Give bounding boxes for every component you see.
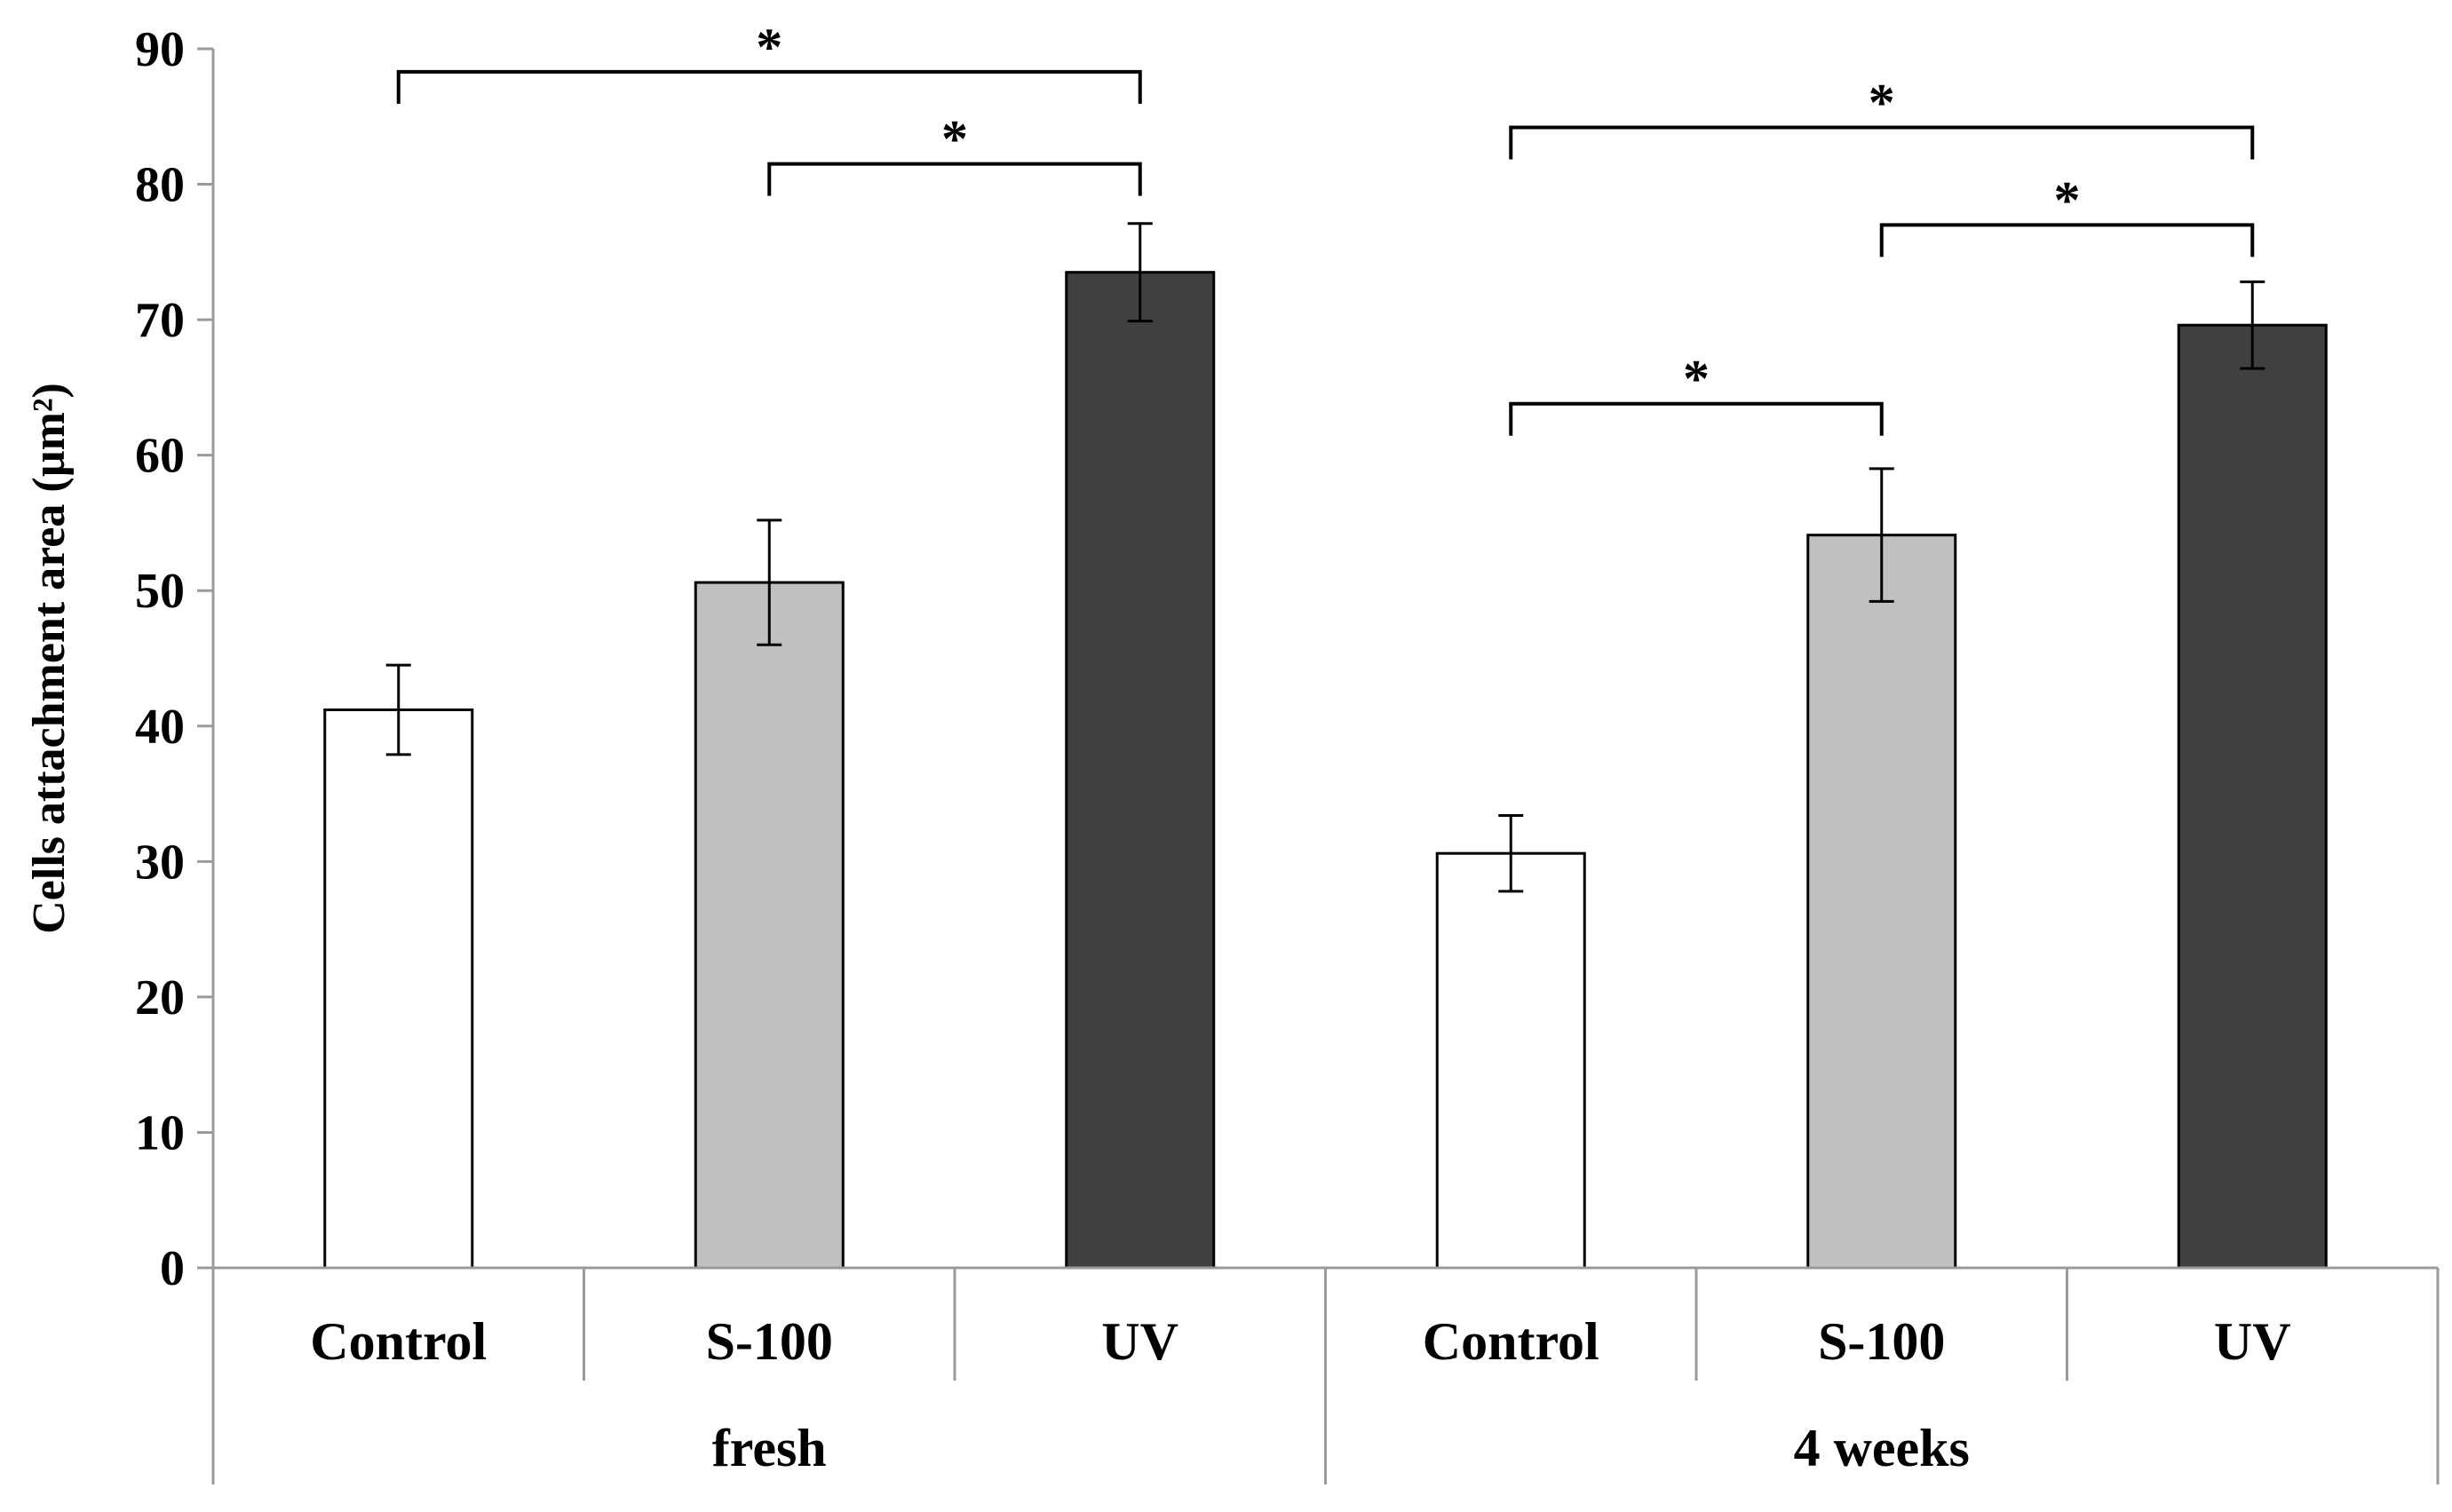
bar-4-weeks-uv [2177,323,2328,1270]
y-tick-label: 60 [135,429,185,484]
y-tick-label: 30 [135,835,185,890]
x-category-label: Control [1423,1312,1599,1371]
y-tick-label: 40 [135,700,185,755]
bar-4-weeks-control [1435,851,1586,1270]
bar-fresh-control [323,708,474,1270]
significance-asterisk: * [2054,170,2081,229]
significance-bracket [396,69,1142,104]
bar-fresh-s-100 [694,581,845,1270]
bars [323,271,2328,1270]
y-tick-label: 10 [135,1105,185,1160]
y-axis-label: Cells attachment area (µm²) [24,383,75,934]
y-tick-label: 50 [135,564,185,619]
y-tick-label: 90 [135,22,185,77]
x-category-label: S-100 [1818,1312,1945,1371]
significance-asterisk: * [756,18,782,76]
significance-bracket [1509,401,1884,436]
significance-asterisk: * [1869,73,1895,131]
x-axis: Control S-100 UV Control S-100 UV fresh 4 weeks [211,1266,2440,1484]
error-bars [385,222,2266,893]
significance-asterisk: * [941,110,968,169]
y-tick-label: 0 [160,1241,185,1296]
x-category-label: S-100 [706,1312,833,1371]
x-category-label: UV [1101,1312,1178,1371]
y-axis: 0 10 20 30 40 50 60 70 80 90 [135,22,215,1296]
significance-bracket [1879,223,2255,257]
x-group-label: 4 weeks [1794,1419,1970,1477]
significance-asterisk: * [1683,350,1710,408]
significance-brackets: * * * * * [396,18,2255,436]
x-category-label: UV [2214,1312,2291,1371]
x-category-label: Control [310,1312,487,1371]
bar-4-weeks-s-100 [1806,534,1957,1270]
bar-fresh-uv [1065,271,1216,1270]
significance-bracket [767,162,1142,196]
significance-bracket [1509,125,2255,160]
x-group-label: fresh [712,1419,827,1477]
y-tick-label: 20 [135,970,185,1025]
y-tick-label: 70 [135,293,185,348]
y-tick-label: 80 [135,158,185,213]
